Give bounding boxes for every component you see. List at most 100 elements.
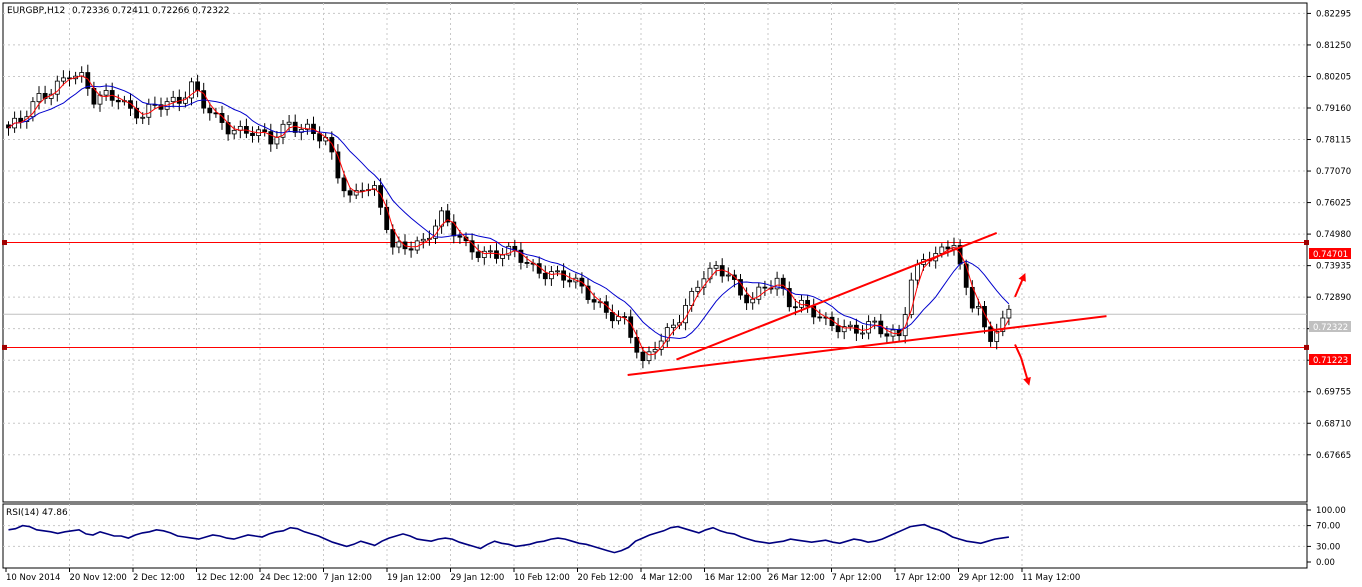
- candle: [841, 319, 847, 340]
- channel-trend-line: [627, 315, 1107, 376]
- candle: [268, 123, 274, 152]
- candle: [610, 304, 615, 329]
- candle: [713, 260, 719, 276]
- candle: [54, 75, 60, 102]
- candle: [390, 224, 396, 255]
- price-label-boxes: 0.74701 0.72322 0.71223: [1309, 248, 1351, 366]
- trend-lines: [627, 231, 1107, 376]
- candle: [304, 118, 310, 135]
- price-tick-label: 0.69755: [1316, 388, 1351, 398]
- upper-level-box: [1309, 248, 1351, 259]
- candle: [756, 282, 762, 305]
- time-tick-label: 24 Dec 12:00: [260, 573, 317, 583]
- rsi-title: RSI(14) 47.86: [6, 508, 68, 518]
- candle: [103, 83, 109, 101]
- candle: [341, 171, 347, 198]
- price-tick-label: 0.78115: [1316, 136, 1351, 146]
- chart-ohlc-label: 0.72336 0.72411 0.72266 0.72322: [72, 6, 229, 16]
- candle: [542, 265, 548, 286]
- lower-level-box: [1309, 354, 1351, 365]
- level-anchor: [1304, 240, 1309, 246]
- level-anchor: [1304, 344, 1309, 350]
- price-tick-label: 0.81250: [1316, 41, 1351, 51]
- level-anchor: [2, 344, 7, 350]
- candle: [738, 274, 743, 300]
- candle: [36, 86, 42, 110]
- candle: [945, 240, 951, 257]
- moving-average-slow: [8, 85, 1010, 340]
- candle: [567, 272, 573, 288]
- candlesticks: [6, 64, 1012, 369]
- candle: [189, 77, 194, 106]
- time-tick-label: 29 Jan 12:00: [451, 573, 505, 583]
- main-grid: [3, 3, 1307, 502]
- candle: [451, 214, 457, 244]
- price-tick-label: 0.68710: [1316, 419, 1351, 429]
- candle: [170, 90, 176, 108]
- time-tick-label: 20 Nov 12:00: [70, 573, 127, 583]
- candle: [18, 110, 24, 129]
- candle: [1006, 304, 1012, 326]
- direction-arrow: [1014, 272, 1026, 298]
- moving-average-fast: [8, 75, 1010, 356]
- candle: [847, 321, 853, 331]
- price-tick-label: 0.82295: [1316, 9, 1351, 19]
- candle: [555, 265, 560, 277]
- candle: [475, 244, 481, 263]
- candle: [786, 281, 792, 312]
- candle: [420, 233, 426, 249]
- candle: [988, 321, 993, 347]
- candle: [262, 123, 268, 137]
- candle: [201, 82, 207, 114]
- candle: [445, 203, 451, 227]
- candle: [866, 315, 871, 340]
- rsi-line: [8, 523, 1010, 554]
- time-tick-label: 19 Jan 12:00: [387, 573, 441, 583]
- candle: [646, 346, 652, 365]
- candle: [518, 242, 524, 270]
- candle: [860, 325, 865, 339]
- candle: [774, 271, 780, 296]
- rsi-axis: 100.00 70.00 30.00 0.00: [1307, 506, 1346, 568]
- candle: [134, 100, 140, 125]
- candle: [725, 267, 731, 282]
- candle: [378, 178, 384, 215]
- candle: [85, 64, 91, 96]
- candle: [439, 207, 445, 234]
- channel-trend-line: [676, 231, 998, 361]
- price-tick-label: 0.76025: [1316, 199, 1351, 209]
- time-tick-label: 16 Mar 12:00: [705, 573, 762, 583]
- time-tick-label: 10 Nov 2014: [6, 573, 60, 583]
- candle: [835, 317, 841, 339]
- candle: [329, 131, 335, 160]
- time-tick-label: 7 Jan 12:00: [324, 573, 372, 583]
- price-tick-label: 0.72890: [1316, 293, 1351, 303]
- candle: [115, 94, 121, 110]
- candle: [481, 246, 487, 265]
- candle: [207, 102, 213, 121]
- candle: [689, 287, 695, 312]
- time-tick-label: 7 Apr 12:00: [832, 573, 882, 583]
- candle: [317, 126, 323, 149]
- candle: [585, 278, 591, 304]
- candle: [549, 265, 554, 286]
- candle: [231, 125, 237, 140]
- candle: [408, 241, 414, 258]
- time-tick-label: 10 Feb 12:00: [514, 573, 570, 583]
- candle: [128, 93, 133, 116]
- candle: [487, 245, 493, 259]
- time-tick-label: 11 May 12:00: [1022, 573, 1080, 583]
- candle: [61, 70, 66, 86]
- candle: [872, 316, 878, 330]
- candle: [280, 119, 286, 145]
- candle: [463, 232, 469, 247]
- candle: [353, 183, 359, 200]
- candle: [506, 242, 512, 260]
- candle: [469, 233, 475, 260]
- main-plot-area: [2, 2, 1308, 503]
- upper-level-label: 0.74701: [1313, 250, 1348, 260]
- price-axis: 0.82295 0.81250 0.80205 0.79160 0.78115 0.770…: [1307, 9, 1351, 461]
- candle: [250, 126, 255, 143]
- price-tick-label: 0.80205: [1316, 72, 1351, 82]
